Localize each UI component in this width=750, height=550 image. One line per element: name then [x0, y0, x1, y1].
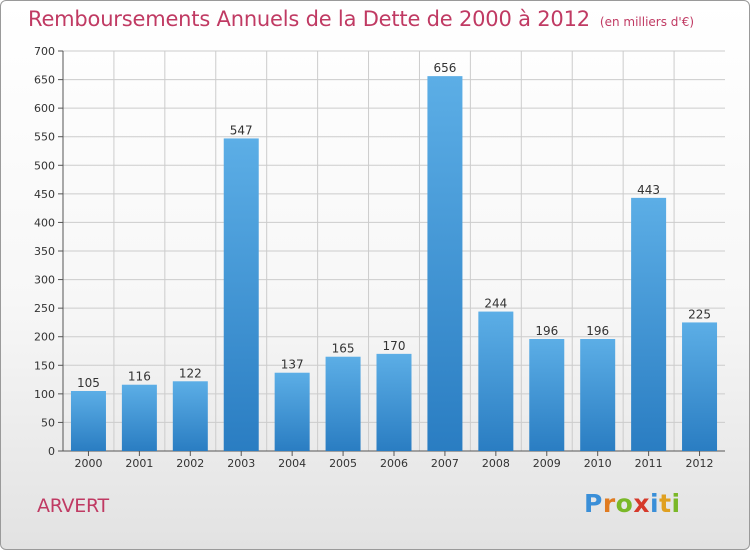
bar-value-label: 105 — [77, 376, 100, 390]
y-tick-label: 550 — [34, 131, 55, 144]
logo-letter: t — [659, 489, 672, 518]
bar — [274, 372, 310, 451]
bar-value-label: 196 — [586, 324, 609, 338]
bar-value-label: 547 — [230, 123, 253, 137]
bar — [631, 197, 667, 451]
logo-letter: o — [615, 489, 634, 518]
x-tick-label: 2007 — [431, 457, 459, 470]
bar — [580, 339, 616, 451]
y-tick-label: 200 — [34, 331, 55, 344]
bar — [70, 391, 106, 451]
bar-value-label: 656 — [433, 61, 456, 75]
bar-value-label: 170 — [383, 339, 406, 353]
bar — [682, 322, 718, 451]
x-tick-label: 2011 — [635, 457, 663, 470]
y-tick-label: 50 — [41, 416, 55, 429]
bars — [70, 76, 718, 452]
bar — [223, 138, 259, 451]
logo-letter: i — [650, 489, 660, 518]
proxiti-logo: Proxiti — [584, 489, 681, 518]
y-tick-label: 300 — [34, 274, 55, 287]
x-tick-label: 2002 — [176, 457, 204, 470]
chart-title-text: Remboursements Annuels de la Dette de 20… — [28, 7, 590, 31]
x-tick-label: 2008 — [482, 457, 510, 470]
y-tick-label: 100 — [34, 388, 55, 401]
bar — [325, 356, 361, 451]
chart-title: Remboursements Annuels de la Dette de 20… — [28, 7, 694, 31]
x-tick-label: 2004 — [278, 457, 306, 470]
bar — [376, 353, 412, 451]
bar-value-label: 196 — [535, 324, 558, 338]
bar — [529, 339, 565, 451]
x-tick-label: 2009 — [533, 457, 561, 470]
x-tick-label: 2000 — [74, 457, 102, 470]
x-tick-label: 2010 — [584, 457, 612, 470]
x-tick-label: 2005 — [329, 457, 357, 470]
y-tick-label: 250 — [34, 302, 55, 315]
bar-value-label: 225 — [688, 307, 711, 321]
y-tick-label: 500 — [34, 159, 55, 172]
y-tick-label: 350 — [34, 245, 55, 258]
bar-value-label: 122 — [179, 366, 202, 380]
y-tick-label: 400 — [34, 216, 55, 229]
logo-letter: r — [602, 489, 616, 518]
y-tick-label: 600 — [34, 102, 55, 115]
bar-value-label: 244 — [484, 297, 507, 311]
bar-value-label: 137 — [281, 358, 304, 372]
y-tick-label: 150 — [34, 359, 55, 372]
bar — [478, 311, 514, 451]
x-tick-label: 2012 — [686, 457, 714, 470]
x-tick-label: 2006 — [380, 457, 408, 470]
bar — [427, 76, 463, 452]
bar — [172, 381, 208, 451]
bar-value-label: 116 — [128, 370, 151, 384]
logo-letter: P — [584, 489, 603, 518]
bar-value-label: 165 — [332, 342, 355, 356]
bar-value-label: 443 — [637, 183, 660, 197]
y-tick-label: 0 — [48, 445, 55, 458]
y-tick-label: 700 — [34, 45, 55, 58]
x-tick-label: 2003 — [227, 457, 255, 470]
logo-letter: i — [671, 489, 681, 518]
y-tick-label: 650 — [34, 74, 55, 87]
bar — [121, 384, 157, 451]
logo-letter: x — [633, 489, 650, 518]
y-tick-label: 450 — [34, 188, 55, 201]
labels: 0 50 100 150 200 250 300 350 400 450 500 550 600 650 7… — [34, 45, 714, 470]
chart-unit-label: (en milliers d'€) — [599, 15, 695, 29]
x-tick-label: 2001 — [125, 457, 153, 470]
place-name: ARVERT — [37, 495, 109, 517]
